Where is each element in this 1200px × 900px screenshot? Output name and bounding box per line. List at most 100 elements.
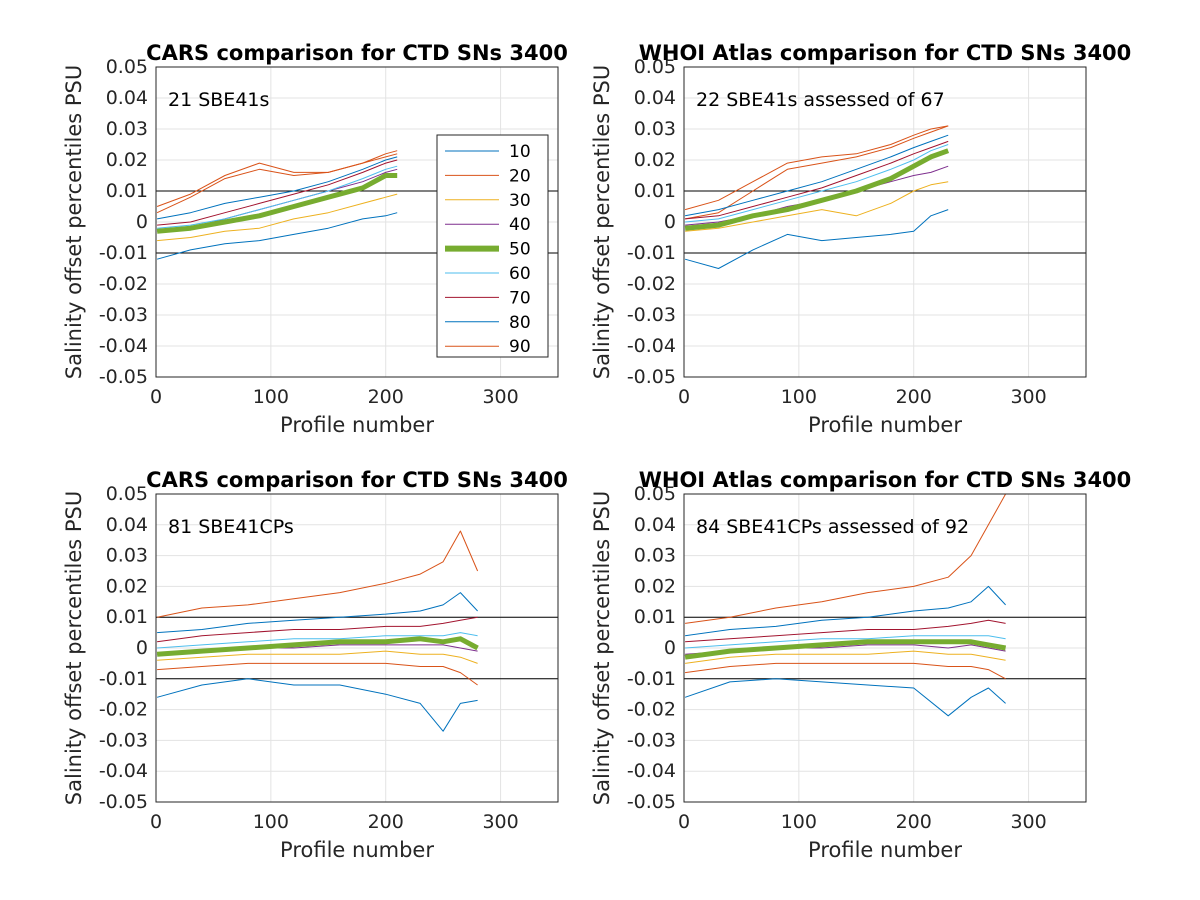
series-line-p30 [157,193,398,242]
series-line-p60 [685,144,949,223]
legend-entry-p80: 80 [509,313,531,333]
y-tick-label: -0.03 [627,729,676,751]
y-tick-label: -0.03 [627,304,676,326]
x-tick-label: 200 [896,386,932,408]
axes-frame [683,493,1087,803]
series-line-p70 [157,616,478,643]
x-tick-label: 200 [368,811,404,833]
series-line-p30 [157,650,478,664]
x-tick-label: 200 [896,811,932,833]
series-line-p90 [156,530,479,618]
y-tick-label: -0.04 [99,760,148,782]
y-tick-label: 0.02 [106,575,148,597]
legend-entry-p40: 40 [509,215,531,235]
series-line-p20 [157,662,478,686]
y-tick-label: -0.03 [99,729,148,751]
x-tick-label: 100 [253,811,289,833]
y-tick-label: -0.01 [99,668,148,690]
y-tick-label: 0.02 [106,149,148,171]
y-tick-label: -0.04 [627,335,676,357]
y-tick-label: -0.01 [99,242,148,264]
x-tick-label: 300 [1010,386,1046,408]
series-line-p70 [157,159,398,226]
y-tick-label: 0.03 [634,545,676,567]
series-line-p50 [156,636,479,657]
series-line-p90 [684,125,949,211]
legend-entry-p20: 20 [509,166,531,186]
series-line-p80 [157,592,478,634]
x-tick-label: 0 [150,386,162,408]
y-tick-label: 0.05 [634,56,676,78]
y-tick-label: 0 [136,637,148,659]
axes-frame [155,66,559,378]
y-tick-label: 0.01 [106,180,148,202]
y-tick-label: 0.01 [634,180,676,202]
chart-title: WHOI Atlas comparison for CTD SNs 3400 [639,41,1132,65]
x-axis-label: Profile number [280,413,434,437]
series-line-p20 [685,125,949,220]
series-line-p50 [156,173,398,234]
series-line-p70 [685,619,1006,643]
x-tick-label: 300 [482,811,518,833]
series-line-p10 [684,209,949,269]
y-tick-label: 0.01 [106,606,148,628]
legend-entry-p90: 90 [509,337,531,357]
y-tick-label: 0 [136,211,148,233]
x-tick-label: 100 [781,386,817,408]
chart-annotation: 81 SBE41CPs [168,516,294,538]
series-line-p30 [685,650,1006,664]
y-tick-label: -0.01 [627,242,676,264]
y-tick-label: 0.04 [106,514,148,536]
legend-entry-p70: 70 [509,288,531,308]
x-axis-label: Profile number [808,838,962,862]
series-group [684,125,950,269]
legend-entry-p60: 60 [509,264,531,284]
y-tick-label: -0.02 [627,699,676,721]
y-tick-label: -0.04 [99,335,148,357]
y-tick-label: 0 [664,211,676,233]
series-group [156,530,479,732]
x-tick-label: 100 [781,811,817,833]
y-tick-label: 0.03 [106,118,148,140]
y-tick-label: -0.02 [627,273,676,295]
y-axis-label: Salinity offset percentiles PSU [62,491,86,805]
x-tick-label: 0 [678,811,690,833]
y-tick-label: -0.05 [99,791,148,813]
series-line-p80 [157,156,398,220]
y-tick-label: 0.02 [634,575,676,597]
legend-entry-p30: 30 [509,191,531,211]
chart-title: WHOI Atlas comparison for CTD SNs 3400 [639,468,1132,492]
chart-panel-2: 0 100 200 300 -0.05 -0.04 -0.03 -0.02 -0.01 0 0.01… [590,41,1131,437]
series-line-p70 [685,140,949,220]
x-tick-label: 0 [150,811,162,833]
y-tick-label: 0.04 [634,87,676,109]
y-tick-label: 0.05 [634,483,676,505]
chart-panel-4: 0 100 200 300 -0.05 -0.04 -0.03 -0.02 -0.01 0 0.01… [590,468,1131,862]
y-tick-label: -0.05 [627,366,676,388]
x-tick-label: 200 [368,386,404,408]
series-line-p10 [156,212,398,260]
y-tick-label: -0.05 [99,366,148,388]
y-axis-label: Salinity offset percentiles PSU [590,491,614,805]
y-tick-label: -0.04 [627,760,676,782]
series-line-p60 [685,635,1006,649]
x-tick-label: 300 [482,386,518,408]
y-tick-label: 0.05 [106,56,148,78]
series-line-p80 [685,134,949,217]
series-group [684,494,1007,717]
y-tick-label: 0.03 [106,545,148,567]
y-axis-label: Salinity offset percentiles PSU [590,65,614,379]
series-line-p80 [685,585,1006,637]
y-tick-label: -0.05 [627,791,676,813]
axes-frame [683,66,1087,378]
series-line-p10 [156,678,478,732]
y-tick-label: -0.01 [627,668,676,690]
x-axis-label: Profile number [280,838,434,862]
y-tick-label: 0.01 [634,606,676,628]
chart-title: CARS comparison for CTD SNs 3400 [146,41,568,65]
series-line-p90 [685,494,1007,624]
y-tick-label: 0 [664,637,676,659]
series-line-p90 [156,150,398,207]
legend-entry-p10: 10 [509,142,531,162]
